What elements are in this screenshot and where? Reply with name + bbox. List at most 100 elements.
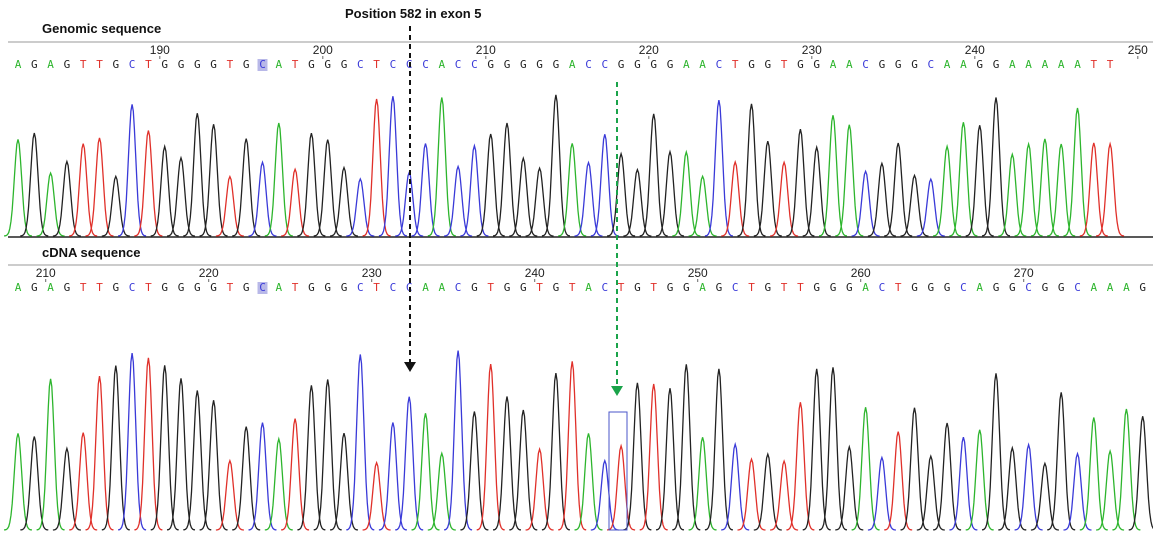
base-call: G	[748, 58, 755, 71]
base-call: G	[31, 281, 38, 294]
base-call: C	[960, 281, 967, 294]
base-call: G	[161, 281, 168, 294]
position-label: 220	[639, 43, 659, 57]
base-call: T	[895, 281, 902, 294]
base-call: G	[634, 58, 641, 71]
base-call: T	[569, 281, 576, 294]
base-call: C	[927, 58, 934, 71]
trace-peak	[852, 171, 880, 236]
base-call: A	[438, 58, 445, 71]
base-call: G	[993, 281, 1000, 294]
base-call: G	[112, 58, 119, 71]
base-call: G	[813, 58, 820, 71]
base-call: T	[80, 58, 87, 71]
base-call: C	[716, 58, 723, 71]
base-call: G	[308, 281, 315, 294]
trace-peak	[917, 456, 945, 530]
base-call: G	[487, 58, 494, 71]
base-call: G	[112, 281, 119, 294]
position-label: 210	[36, 266, 56, 280]
base-call: C	[390, 58, 397, 71]
base-call: T	[650, 281, 657, 294]
base-call: C	[455, 58, 462, 71]
base-call: G	[308, 58, 315, 71]
trace-peak	[868, 458, 896, 530]
base-call: G	[1058, 281, 1065, 294]
base-call: G	[683, 281, 690, 294]
position-label: 190	[150, 43, 170, 57]
base-call: G	[504, 58, 511, 71]
base-call: G	[911, 281, 918, 294]
base-call: A	[275, 58, 282, 71]
trace-peak	[575, 163, 603, 236]
arrow-head	[404, 362, 416, 372]
trace-peak	[4, 139, 32, 236]
base-call: A	[1009, 58, 1016, 71]
base-call: C	[390, 281, 397, 294]
trace-peak	[249, 162, 277, 236]
base-call: C	[879, 281, 886, 294]
trace-peak	[1047, 144, 1075, 236]
base-call: T	[80, 281, 87, 294]
base-call: A	[830, 58, 837, 71]
base-call: G	[178, 58, 185, 71]
base-call: C	[601, 281, 608, 294]
base-call: G	[161, 58, 168, 71]
base-call: G	[341, 281, 348, 294]
base-call: G	[716, 281, 723, 294]
base-call: A	[1107, 281, 1114, 294]
position-label: 230	[802, 43, 822, 57]
base-call: A	[1123, 281, 1130, 294]
trace-peak	[623, 170, 651, 236]
trace-peak	[689, 437, 717, 530]
base-call: T	[487, 281, 494, 294]
base-call: C	[455, 281, 462, 294]
base-call: G	[911, 58, 918, 71]
base-call: C	[1074, 281, 1081, 294]
base-call: A	[275, 281, 282, 294]
trace-peak	[346, 355, 374, 530]
base-call: C	[129, 58, 136, 71]
base-call: G	[324, 281, 331, 294]
base-call: T	[292, 58, 299, 71]
base-call: G	[553, 281, 560, 294]
base-call: A	[944, 58, 951, 71]
base-call: T	[536, 281, 543, 294]
base-call: G	[194, 281, 201, 294]
base-call: G	[830, 281, 837, 294]
trace-peak	[705, 100, 733, 236]
base-call: G	[764, 281, 771, 294]
base-call: A	[1042, 58, 1049, 71]
trace-peak	[721, 162, 749, 236]
base-call: A	[1025, 58, 1032, 71]
base-call: A	[15, 58, 22, 71]
base-call: G	[944, 281, 951, 294]
trace-peak	[1064, 454, 1092, 530]
position-label: 270	[1014, 266, 1034, 280]
base-call: T	[292, 281, 299, 294]
base-call: G	[553, 58, 560, 71]
panel-title: cDNA sequence	[42, 245, 141, 260]
base-call: T	[1090, 58, 1097, 71]
base-call: G	[895, 58, 902, 71]
base-call: G	[1139, 281, 1146, 294]
trace-peak	[1096, 451, 1124, 530]
position-label: 240	[525, 266, 545, 280]
base-call: G	[324, 58, 331, 71]
base-call: T	[781, 58, 788, 71]
trace-peak	[265, 439, 293, 530]
base-call: T	[618, 281, 625, 294]
base-call: T	[145, 281, 152, 294]
trace-peak	[803, 147, 831, 236]
base-call: C	[585, 58, 592, 71]
base-call: C	[357, 281, 364, 294]
base-call: T	[732, 58, 739, 71]
base-call: A	[976, 281, 983, 294]
base-call: T	[96, 58, 103, 71]
base-call: A	[585, 281, 592, 294]
trace-peak	[330, 433, 358, 530]
base-call: G	[341, 58, 348, 71]
base-call: A	[683, 58, 690, 71]
base-call: G	[210, 281, 217, 294]
trace-peak	[770, 461, 798, 530]
